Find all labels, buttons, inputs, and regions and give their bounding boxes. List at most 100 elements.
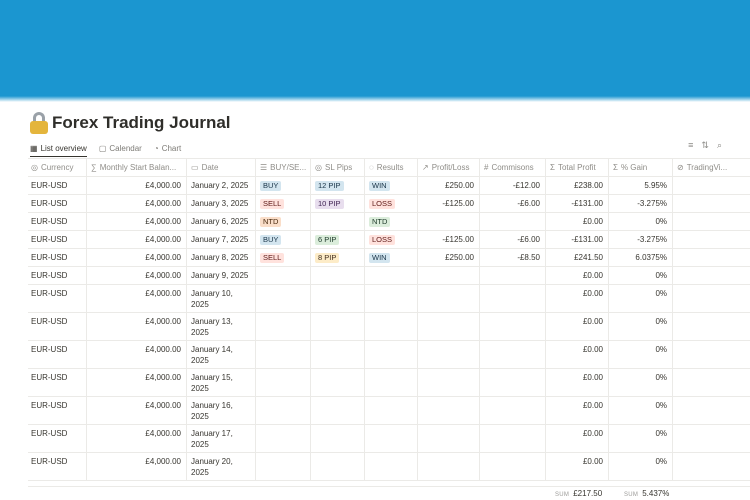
cell-commisons[interactable] [480, 369, 546, 396]
page-title[interactable]: Forex Trading Journal [52, 113, 231, 132]
cell-date[interactable]: January 3, 2025 [187, 195, 256, 212]
cell-total-profit[interactable]: £0.00 [546, 285, 609, 312]
cell-monthly-start-balance[interactable]: £4,000.00 [87, 313, 187, 340]
table-row[interactable]: EUR-USD £4,000.00 January 13, 2025 £0.00 0% [28, 313, 750, 341]
cell-total-profit[interactable]: £241.50 [546, 249, 609, 266]
table-row[interactable]: EUR-USD £4,000.00 January 17, 2025 £0.00 0% [28, 425, 750, 453]
cell-date[interactable]: January 14, 2025 [187, 341, 256, 368]
column-header-commisons[interactable]: # Commisons [480, 159, 546, 176]
cell-commisons[interactable] [480, 267, 546, 284]
cell-sl-pips[interactable] [311, 369, 365, 396]
cell-buy-sell[interactable] [256, 341, 311, 368]
cell-gain[interactable]: -3.275% [609, 231, 673, 248]
cell-results[interactable] [365, 369, 418, 396]
column-header-results[interactable]: ◌ Results [365, 159, 418, 176]
cell-total-profit[interactable]: £0.00 [546, 313, 609, 340]
cell-tradingview[interactable] [673, 313, 750, 340]
cell-monthly-start-balance[interactable]: £4,000.00 [87, 267, 187, 284]
cell-results[interactable] [365, 285, 418, 312]
column-header-tradingview[interactable]: ⊘ TradingVi... [673, 159, 750, 176]
cell-total-profit[interactable]: £0.00 [546, 425, 609, 452]
cell-profit-loss[interactable] [418, 369, 480, 396]
column-header-buy-sell[interactable]: ☰ BUY/SE... [256, 159, 311, 176]
cell-commisons[interactable]: -£6.00 [480, 195, 546, 212]
table-row[interactable]: EUR-USD £4,000.00 January 14, 2025 £0.00 0% [28, 341, 750, 369]
cell-profit-loss[interactable] [418, 213, 480, 230]
cell-results[interactable]: WIN [365, 249, 418, 266]
cell-sl-pips[interactable]: 8 PIP [311, 249, 365, 266]
cell-gain[interactable]: 6.0375% [609, 249, 673, 266]
cell-buy-sell[interactable]: BUY [256, 177, 311, 194]
cell-sl-pips[interactable] [311, 267, 365, 284]
cell-tradingview[interactable] [673, 397, 750, 424]
cell-sl-pips[interactable]: 12 PIP [311, 177, 365, 194]
cell-profit-loss[interactable]: £250.00 [418, 177, 480, 194]
cell-buy-sell[interactable] [256, 313, 311, 340]
cell-total-profit[interactable]: £0.00 [546, 341, 609, 368]
cell-monthly-start-balance[interactable]: £4,000.00 [87, 177, 187, 194]
cell-date[interactable]: January 16, 2025 [187, 397, 256, 424]
cell-gain[interactable]: -3.275% [609, 195, 673, 212]
cell-gain[interactable]: 0% [609, 213, 673, 230]
cell-date[interactable]: January 2, 2025 [187, 177, 256, 194]
cell-tradingview[interactable] [673, 341, 750, 368]
cell-buy-sell[interactable] [256, 285, 311, 312]
column-header-currency[interactable]: ◎ Currency [28, 159, 87, 176]
cell-date[interactable]: January 13, 2025 [187, 313, 256, 340]
cell-commisons[interactable] [480, 425, 546, 452]
cell-total-profit[interactable]: -£131.00 [546, 231, 609, 248]
cell-buy-sell[interactable] [256, 425, 311, 452]
cell-results[interactable] [365, 267, 418, 284]
filter-icon[interactable]: ≡ [688, 140, 694, 150]
cell-monthly-start-balance[interactable]: £4,000.00 [87, 369, 187, 396]
cell-currency[interactable]: EUR-USD [28, 425, 87, 452]
cell-total-profit[interactable]: -£131.00 [546, 195, 609, 212]
table-row[interactable]: EUR-USD £4,000.00 January 9, 2025 £0.00 0% [28, 267, 750, 285]
cell-profit-loss[interactable]: -£125.00 [418, 231, 480, 248]
table-row[interactable]: EUR-USD £4,000.00 January 2, 2025 BUY 12 PIP… [28, 177, 750, 195]
table-row[interactable]: EUR-USD £4,000.00 January 8, 2025 SELL 8 PIP… [28, 249, 750, 267]
cell-gain[interactable]: 0% [609, 313, 673, 340]
cell-monthly-start-balance[interactable]: £4,000.00 [87, 341, 187, 368]
table-row[interactable]: EUR-USD £4,000.00 January 10, 2025 £0.00 0% [28, 285, 750, 313]
cell-sl-pips[interactable] [311, 453, 365, 480]
cell-currency[interactable]: EUR-USD [28, 267, 87, 284]
cell-date[interactable]: January 7, 2025 [187, 231, 256, 248]
tab-list-overview[interactable]: ▦ List overview [30, 140, 87, 157]
cell-commisons[interactable]: -£6.00 [480, 231, 546, 248]
cell-date[interactable]: January 9, 2025 [187, 267, 256, 284]
column-header-date[interactable]: ▭ Date [187, 159, 256, 176]
cell-gain[interactable]: 0% [609, 341, 673, 368]
sort-icon[interactable]: ⇅ [701, 140, 709, 150]
cell-total-profit[interactable]: £0.00 [546, 267, 609, 284]
cell-gain[interactable]: 0% [609, 369, 673, 396]
search-icon[interactable]: ⌕ [716, 140, 722, 150]
cell-date[interactable]: January 17, 2025 [187, 425, 256, 452]
column-header-gain[interactable]: Σ% Gain [609, 159, 673, 176]
cell-monthly-start-balance[interactable]: £4,000.00 [87, 213, 187, 230]
cell-commisons[interactable] [480, 285, 546, 312]
cell-results[interactable] [365, 313, 418, 340]
table-row[interactable]: EUR-USD £4,000.00 January 20, 2025 £0.00 0% [28, 453, 750, 481]
cell-sl-pips[interactable] [311, 313, 365, 340]
cell-monthly-start-balance[interactable]: £4,000.00 [87, 425, 187, 452]
cell-buy-sell[interactable] [256, 453, 311, 480]
cell-buy-sell[interactable]: NTD [256, 213, 311, 230]
cell-buy-sell[interactable]: SELL [256, 249, 311, 266]
cell-monthly-start-balance[interactable]: £4,000.00 [87, 397, 187, 424]
cell-tradingview[interactable] [673, 267, 750, 284]
cell-total-profit[interactable]: £238.00 [546, 177, 609, 194]
cell-date[interactable]: January 15, 2025 [187, 369, 256, 396]
cell-monthly-start-balance[interactable]: £4,000.00 [87, 453, 187, 480]
cell-sl-pips[interactable] [311, 397, 365, 424]
cell-results[interactable]: NTD [365, 213, 418, 230]
cell-gain[interactable]: 0% [609, 425, 673, 452]
cell-tradingview[interactable] [673, 453, 750, 480]
cell-sl-pips[interactable] [311, 285, 365, 312]
table-row[interactable]: EUR-USD £4,000.00 January 15, 2025 £0.00 0% [28, 369, 750, 397]
cell-commisons[interactable] [480, 313, 546, 340]
cell-monthly-start-balance[interactable]: £4,000.00 [87, 195, 187, 212]
cell-profit-loss[interactable] [418, 397, 480, 424]
cell-commisons[interactable]: -£8.50 [480, 249, 546, 266]
cell-tradingview[interactable] [673, 177, 750, 194]
